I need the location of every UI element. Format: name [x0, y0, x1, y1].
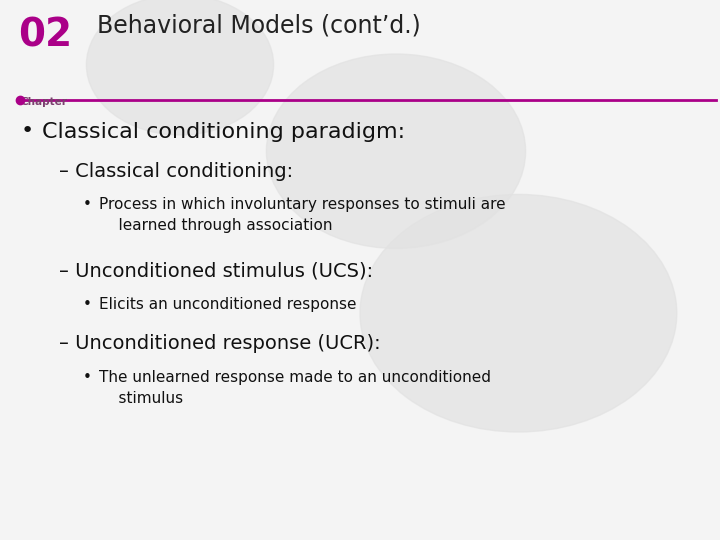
Text: – Unconditioned response (UCR):: – Unconditioned response (UCR): [59, 334, 381, 353]
Circle shape [360, 194, 677, 432]
Text: •: • [83, 197, 91, 212]
Text: 02: 02 [18, 16, 72, 54]
Text: Elicits an unconditioned response: Elicits an unconditioned response [99, 297, 357, 312]
Text: Chapter: Chapter [20, 97, 67, 107]
Text: – Unconditioned stimulus (UCS):: – Unconditioned stimulus (UCS): [59, 262, 373, 281]
Text: Process in which involuntary responses to stimuli are
    learned through associ: Process in which involuntary responses t… [99, 197, 506, 233]
Text: – Classical conditioning:: – Classical conditioning: [59, 162, 293, 181]
Text: •: • [20, 122, 33, 141]
Circle shape [266, 54, 526, 248]
Text: The unlearned response made to an unconditioned
    stimulus: The unlearned response made to an uncond… [99, 370, 491, 406]
Text: Classical conditioning paradigm:: Classical conditioning paradigm: [42, 122, 405, 141]
Text: Behavioral Models (cont’d.): Behavioral Models (cont’d.) [97, 14, 421, 37]
Circle shape [86, 0, 274, 135]
Text: •: • [83, 297, 91, 312]
Text: •: • [83, 370, 91, 385]
